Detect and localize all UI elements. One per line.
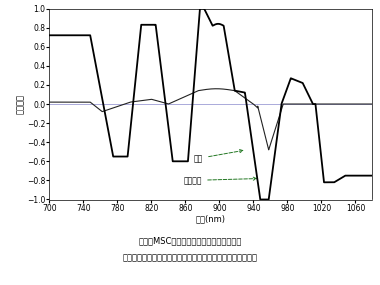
X-axis label: 波長(nm): 波長(nm) [196, 214, 226, 223]
Y-axis label: 相関係数: 相関係数 [16, 94, 25, 114]
Text: 値から算出した相関プロット及び脂肪の２次微分スペクトル: 値から算出した相関プロット及び脂肪の２次微分スペクトル [122, 253, 258, 262]
Text: 図３　MSC処理したスペクトルの２次微分: 図３ MSC処理したスペクトルの２次微分 [138, 236, 242, 245]
Text: 脂肪: 脂肪 [194, 150, 243, 163]
Text: 相関係数: 相関係数 [184, 176, 256, 185]
